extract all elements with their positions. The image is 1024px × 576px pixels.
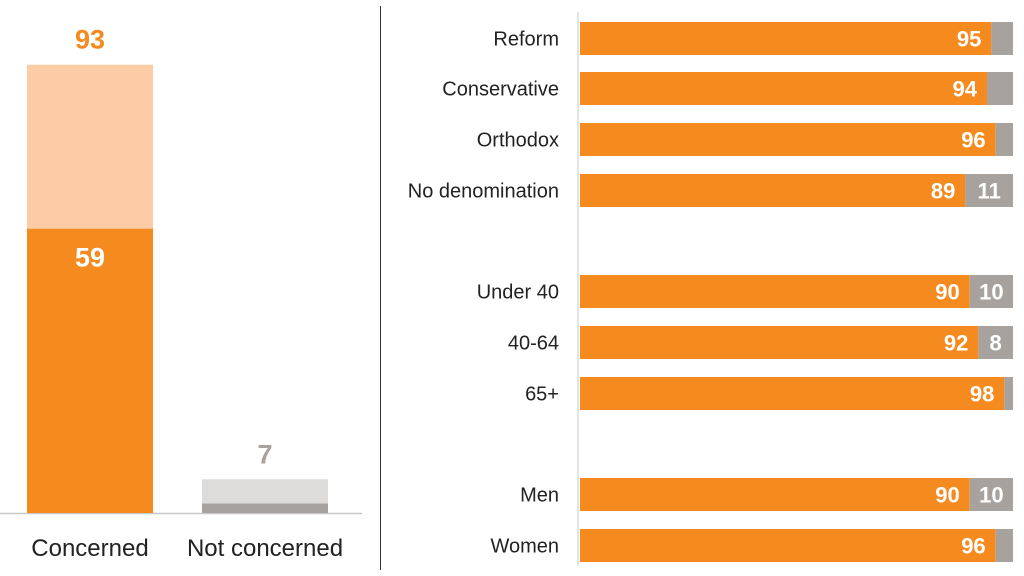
- segment-value-label: 96: [961, 534, 985, 559]
- category-label: Women: [490, 536, 559, 558]
- segment-value-label: 94: [953, 77, 978, 102]
- segment-value-label: 59: [75, 243, 105, 273]
- segment-value-label: 10: [979, 483, 1003, 508]
- overall-concern-chart: 93 59 Concerned 7 Not concerned: [0, 25, 362, 562]
- concern-by-group-chart: Reform 95 Conservative 94 Orthodox 96 No denom…: [408, 12, 1013, 566]
- bar-segment: [580, 529, 996, 562]
- segment-value-label: 8: [990, 331, 1002, 356]
- category-label: No denomination: [408, 181, 559, 203]
- category-label: Concerned: [31, 535, 148, 562]
- bar-segment: [1004, 377, 1013, 410]
- category-label: Orthodox: [477, 130, 559, 152]
- bar-segment: [580, 72, 988, 105]
- category-label: Men: [520, 485, 559, 507]
- bar-segment: [991, 22, 1013, 55]
- bar-segment: [27, 64, 153, 229]
- category-label: Under 40: [477, 282, 559, 304]
- segment-value-label: 89: [931, 179, 955, 204]
- category-label: 65+: [525, 384, 559, 406]
- bar-segment: [580, 326, 979, 359]
- total-value-label: 7: [257, 439, 272, 469]
- bar-segment: [969, 478, 1013, 511]
- segment-value-label: 10: [979, 280, 1003, 305]
- category-label: 40-64: [508, 333, 559, 355]
- bar-segment: [995, 529, 1013, 562]
- category-label: Not concerned: [187, 535, 343, 562]
- bar-segment: [995, 123, 1013, 156]
- bar-segment: [969, 275, 1013, 308]
- total-value-label: 93: [75, 25, 105, 55]
- segment-value-label: 90: [935, 280, 959, 305]
- bar-segment: [27, 228, 153, 513]
- bar-segment: [978, 326, 1013, 359]
- segment-value-label: 98: [970, 382, 994, 407]
- segment-value-label: 90: [935, 483, 959, 508]
- panel-divider: [380, 6, 381, 570]
- segment-value-label: 11: [978, 179, 1001, 204]
- category-label: Conservative: [442, 79, 559, 101]
- bar-segment: [580, 22, 992, 55]
- bar-segment: [580, 478, 970, 511]
- bar-segment: [202, 479, 328, 504]
- category-label: Reform: [493, 29, 559, 51]
- segment-value-label: 95: [957, 27, 981, 52]
- segment-value-label: 96: [961, 128, 985, 153]
- segment-value-label: 92: [944, 331, 968, 356]
- bar-segment: [580, 174, 966, 207]
- bar-segment: [202, 503, 328, 513]
- bar-segment: [580, 377, 1005, 410]
- bar-segment: [580, 275, 970, 308]
- bar-segment: [965, 174, 1013, 207]
- bar-segment: [987, 72, 1013, 105]
- bar-segment: [580, 123, 996, 156]
